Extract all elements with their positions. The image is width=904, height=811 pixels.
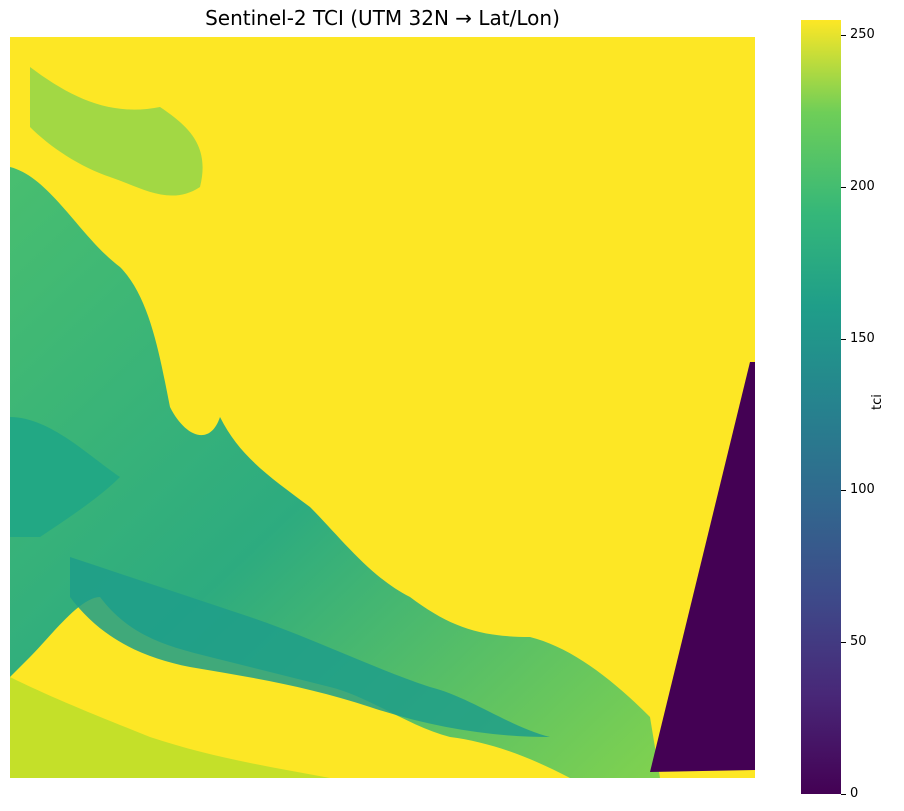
colorbar-tickmark — [841, 35, 846, 37]
colorbar-tick-label: 200 — [850, 178, 875, 194]
colorbar-tick-label: 0 — [850, 786, 859, 801]
terrain-north — [30, 67, 203, 196]
heatmap-image — [10, 37, 755, 778]
colorbar-tickmark — [841, 490, 846, 492]
colorbar-gradient — [801, 20, 841, 794]
chart-title: Sentinel-2 TCI (UTM 32N → Lat/Lon) — [205, 6, 560, 30]
terrain-south — [10, 677, 330, 778]
image-plot-area — [10, 37, 755, 778]
colorbar-tickmark — [841, 338, 846, 340]
terrain-ridge — [70, 557, 550, 737]
colorbar-tick-label: 100 — [850, 482, 875, 498]
colorbar-label: tci — [870, 394, 885, 410]
terrain-region-west — [10, 417, 120, 537]
colorbar — [801, 20, 841, 794]
nodata-wedge — [650, 362, 755, 772]
colorbar-tick-label: 150 — [850, 330, 875, 346]
colorbar-tick-label: 250 — [850, 27, 875, 43]
colorbar-tickmark — [841, 642, 846, 644]
colorbar-tickmark — [841, 186, 846, 188]
colorbar-tick-label: 50 — [850, 634, 867, 650]
colorbar-tickmark — [841, 794, 846, 795]
